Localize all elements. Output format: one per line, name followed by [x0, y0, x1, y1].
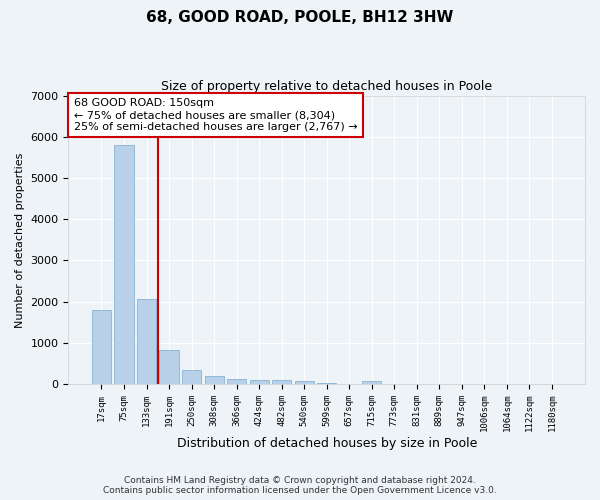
- Y-axis label: Number of detached properties: Number of detached properties: [15, 152, 25, 328]
- Bar: [182, 370, 201, 384]
- Bar: [250, 380, 269, 384]
- Text: Contains HM Land Registry data © Crown copyright and database right 2024.
Contai: Contains HM Land Registry data © Crown c…: [103, 476, 497, 495]
- X-axis label: Distribution of detached houses by size in Poole: Distribution of detached houses by size …: [176, 437, 477, 450]
- Bar: [272, 380, 291, 384]
- Bar: [205, 376, 224, 384]
- Bar: [227, 378, 246, 384]
- Text: 68 GOOD ROAD: 150sqm
← 75% of detached houses are smaller (8,304)
25% of semi-de: 68 GOOD ROAD: 150sqm ← 75% of detached h…: [74, 98, 357, 132]
- Title: Size of property relative to detached houses in Poole: Size of property relative to detached ho…: [161, 80, 492, 93]
- Text: 68, GOOD ROAD, POOLE, BH12 3HW: 68, GOOD ROAD, POOLE, BH12 3HW: [146, 10, 454, 25]
- Bar: [92, 310, 111, 384]
- Bar: [115, 145, 134, 384]
- Bar: [362, 382, 382, 384]
- Bar: [137, 299, 156, 384]
- Bar: [295, 381, 314, 384]
- Bar: [160, 350, 179, 384]
